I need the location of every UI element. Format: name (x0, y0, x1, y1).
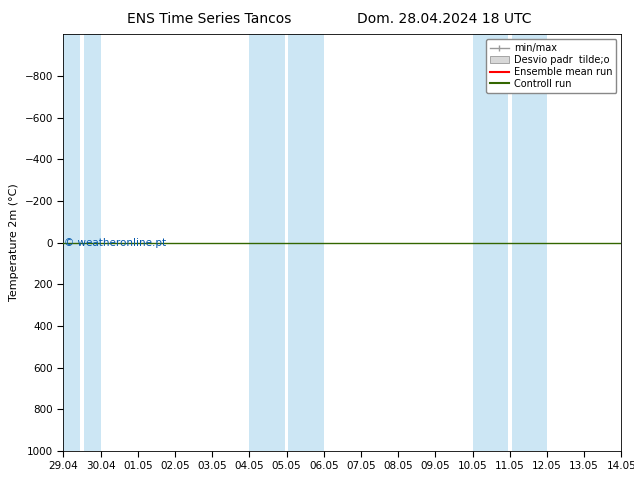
Text: Dom. 28.04.2024 18 UTC: Dom. 28.04.2024 18 UTC (356, 12, 531, 26)
Bar (288, 34, 324, 451)
Text: © weatheronline.pt: © weatheronline.pt (64, 238, 166, 248)
Legend: min/max, Desvio padr  tilde;o, Ensemble mean run, Controll run: min/max, Desvio padr tilde;o, Ensemble m… (486, 39, 616, 93)
Bar (63, 34, 80, 451)
Y-axis label: Temperature 2m (°C): Temperature 2m (°C) (9, 184, 19, 301)
Bar (84, 34, 101, 451)
Text: ENS Time Series Tancos: ENS Time Series Tancos (127, 12, 292, 26)
Bar (512, 34, 547, 451)
Bar (472, 34, 508, 451)
Bar (249, 34, 285, 451)
